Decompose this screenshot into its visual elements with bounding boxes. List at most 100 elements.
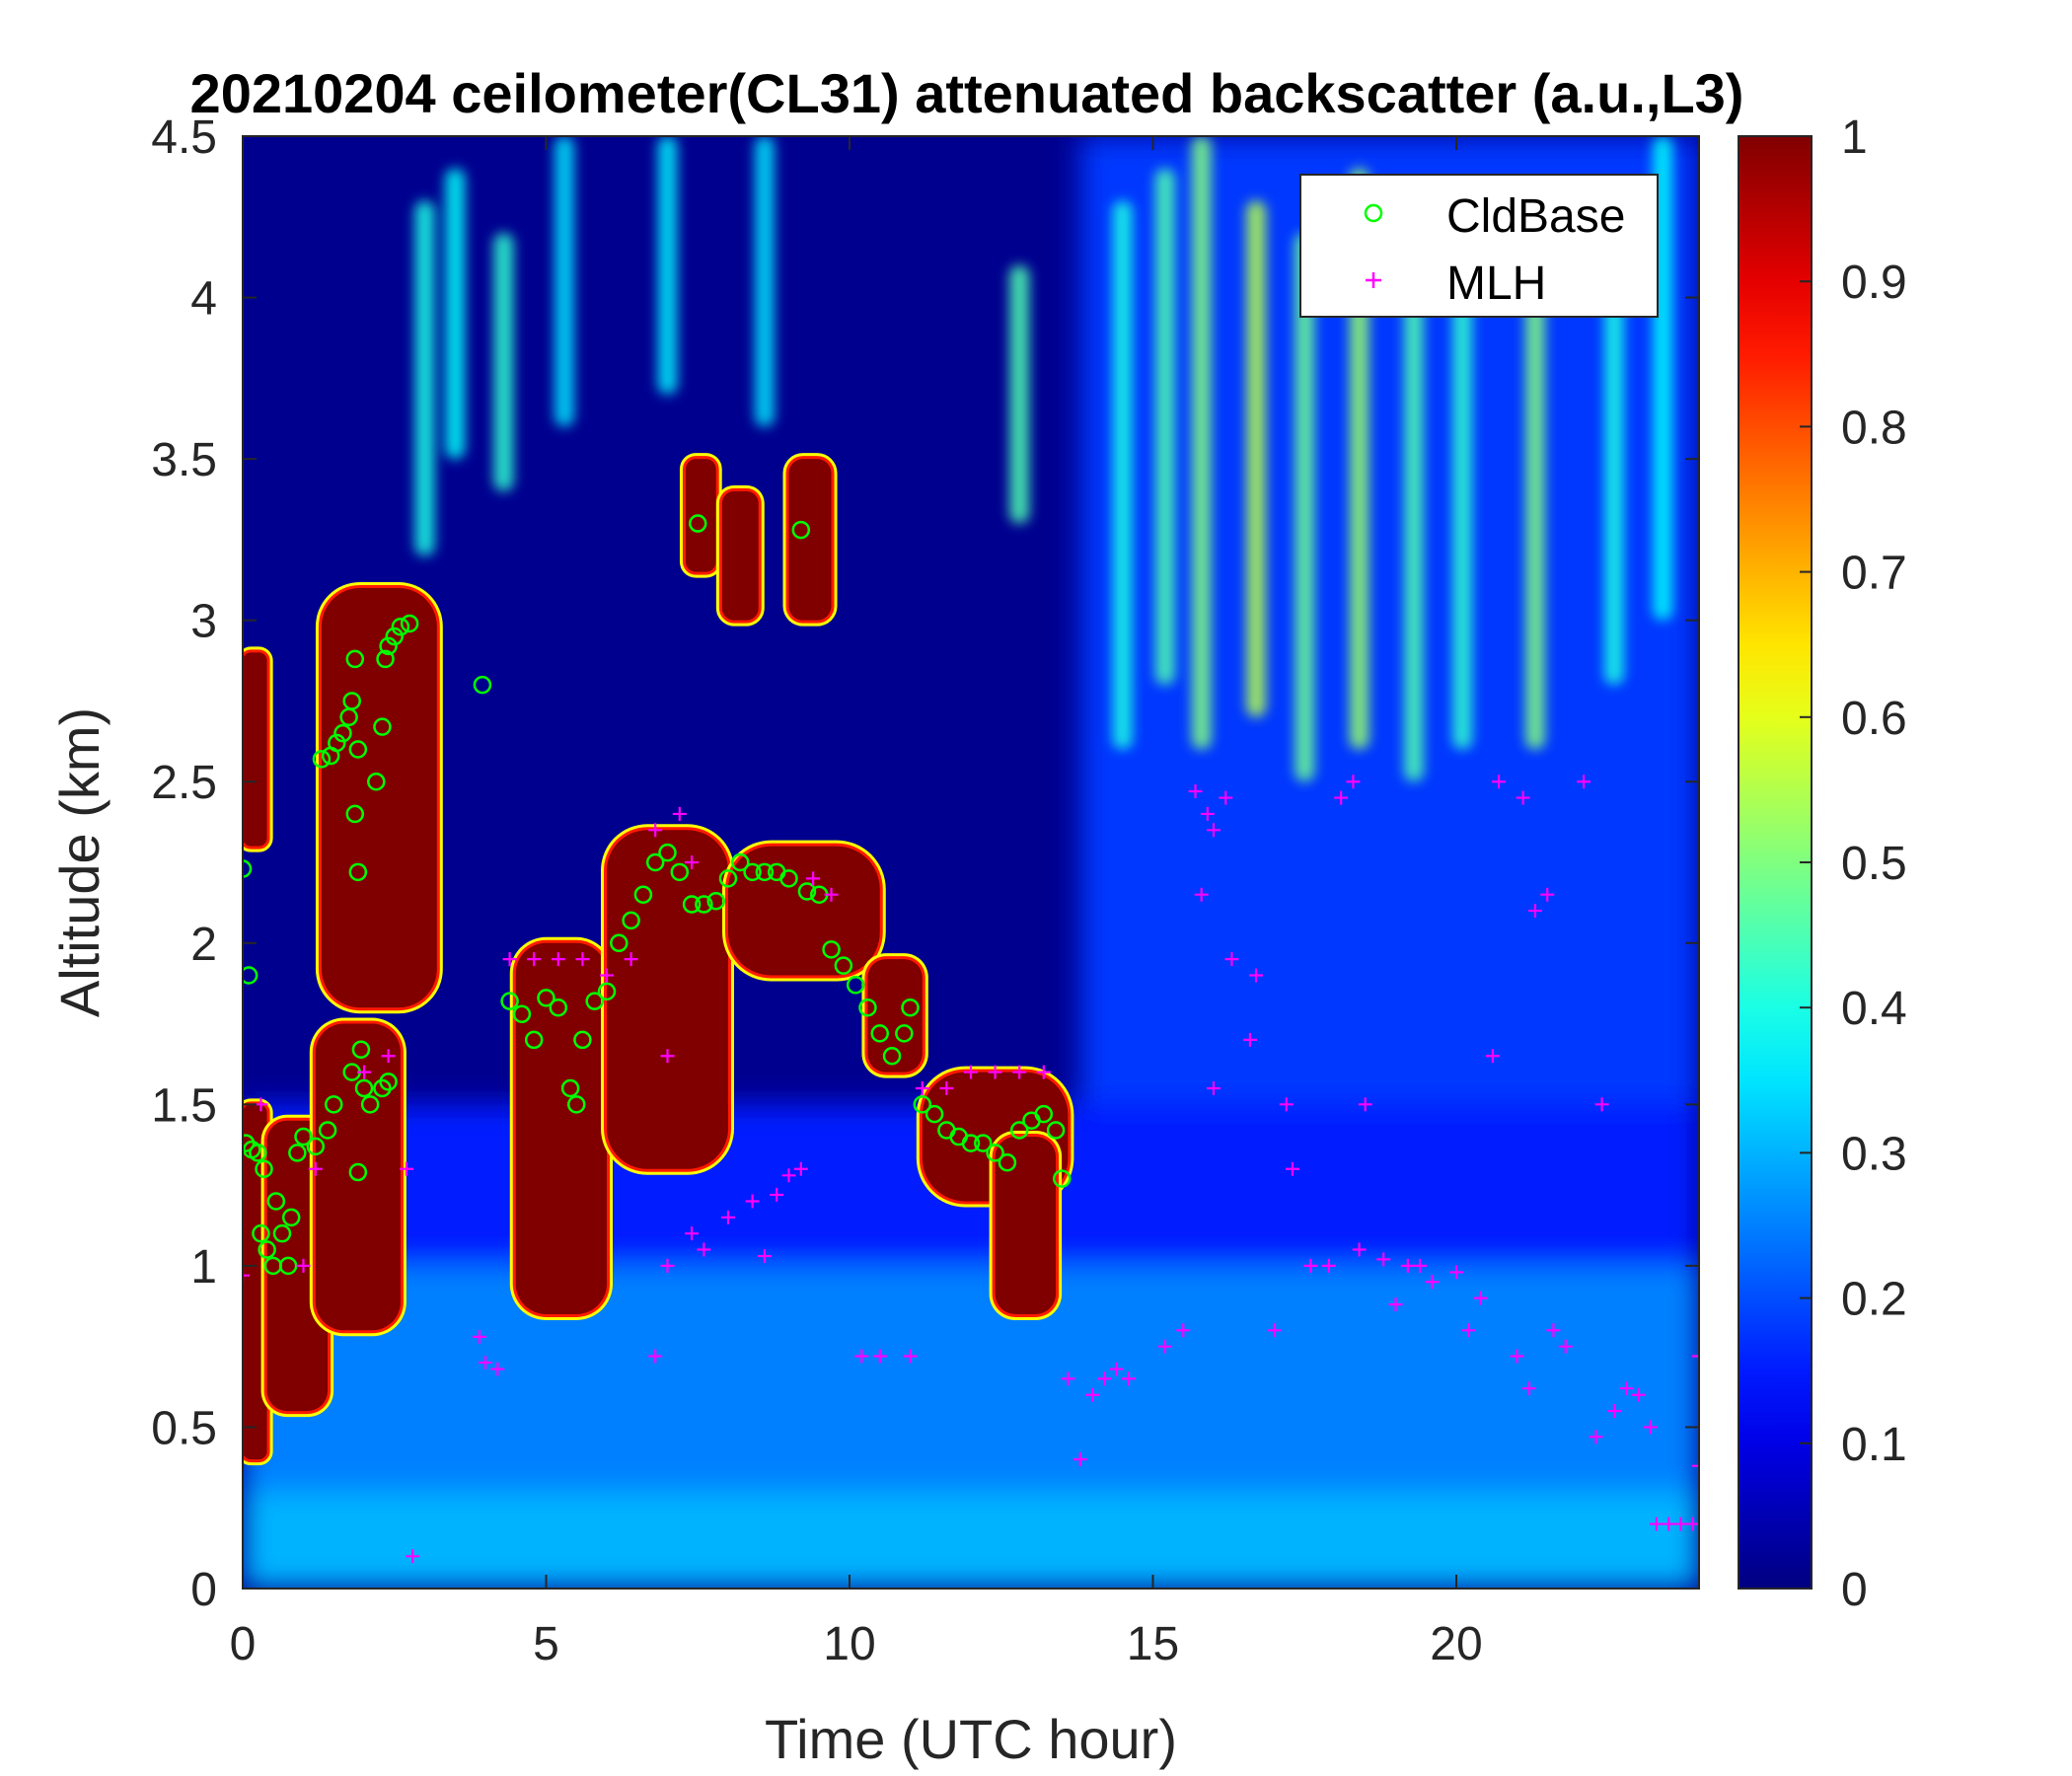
cldbase-point bbox=[1053, 1169, 1072, 1188]
cldbase-point bbox=[537, 989, 555, 1007]
mlh-point bbox=[400, 1161, 414, 1176]
aerosol-streak bbox=[493, 233, 514, 491]
mlh-point bbox=[1061, 1371, 1075, 1386]
cldbase-point bbox=[524, 1030, 544, 1050]
colorbar-tick-label: 1 bbox=[1841, 111, 1868, 164]
cldbase-point bbox=[834, 956, 853, 975]
x-tick-label: 15 bbox=[1127, 1618, 1179, 1670]
mlh-point bbox=[1546, 1323, 1561, 1338]
mlh-point bbox=[1589, 1430, 1603, 1444]
mlh-point bbox=[660, 1258, 675, 1273]
cldbase-point bbox=[345, 649, 365, 669]
cldbase-point bbox=[610, 933, 629, 953]
cloud-core bbox=[515, 942, 607, 1314]
mlh-point bbox=[964, 1065, 978, 1079]
cldbase-point bbox=[281, 1208, 301, 1227]
cldbase-point bbox=[567, 1095, 586, 1114]
cldbase-point bbox=[1034, 1104, 1054, 1124]
mlh-point bbox=[939, 1080, 954, 1095]
mlh-point bbox=[1606, 1404, 1621, 1419]
mlh-point bbox=[243, 1268, 250, 1283]
chart-title: 20210204 ceilometer(CL31) attenuated bac… bbox=[190, 62, 1744, 124]
mlh-point bbox=[685, 1226, 700, 1241]
mlh-point bbox=[824, 887, 839, 902]
y-tick-label: 0 bbox=[190, 1564, 217, 1616]
x-axis: 0 5 10 15 20 bbox=[230, 136, 1483, 1670]
mlh-point bbox=[648, 823, 663, 838]
legend-box bbox=[1299, 174, 1659, 318]
cldbase-point bbox=[473, 675, 492, 695]
mlh-point bbox=[1485, 1049, 1500, 1064]
mlh-point bbox=[1219, 790, 1233, 805]
cloud-core bbox=[995, 1137, 1057, 1314]
mlh-point bbox=[1194, 887, 1209, 902]
cldbase-point bbox=[266, 1192, 286, 1211]
cldbase-point bbox=[755, 862, 775, 882]
mlh-point bbox=[1376, 1252, 1391, 1267]
legend-cldbase-label: CldBase bbox=[1446, 190, 1625, 243]
cldbase-series bbox=[243, 514, 1072, 1276]
cldbase-point bbox=[306, 1137, 326, 1156]
legend: CldBase MLH bbox=[1299, 174, 1659, 318]
cldbase-point bbox=[318, 1121, 337, 1140]
mlh-point bbox=[1692, 1458, 1699, 1473]
cldbase-point bbox=[348, 1162, 368, 1182]
cldbase-point bbox=[243, 966, 259, 985]
y-tick-label: 3.5 bbox=[151, 434, 217, 486]
cldbase-point bbox=[797, 882, 817, 901]
mlh-point bbox=[406, 1549, 420, 1564]
mlh-point bbox=[672, 806, 687, 821]
mlh-point bbox=[1224, 952, 1239, 967]
mlh-point bbox=[1036, 1065, 1051, 1079]
cldbase-point bbox=[249, 1144, 267, 1162]
mlh-point bbox=[490, 1362, 505, 1376]
aerosol-streak bbox=[657, 136, 678, 395]
cldbase-point bbox=[913, 1095, 932, 1114]
y-tick-label: 2 bbox=[190, 919, 217, 971]
cldbase-point bbox=[743, 862, 762, 882]
cloud-layer bbox=[243, 453, 1074, 1466]
cldbase-point bbox=[706, 892, 725, 911]
mlh-point bbox=[660, 1049, 675, 1064]
colorbar-tick-label: 0 bbox=[1841, 1564, 1868, 1616]
mlh-point bbox=[1516, 790, 1530, 805]
legend-cldbase-marker bbox=[1364, 203, 1383, 223]
aerosol-streak bbox=[1403, 264, 1424, 782]
colorbar-tick-label: 0.7 bbox=[1841, 548, 1907, 600]
cldbase-point bbox=[391, 617, 410, 636]
cldbase-point bbox=[779, 869, 798, 888]
mlh-point bbox=[1400, 1258, 1415, 1273]
cldbase-point bbox=[333, 723, 352, 743]
cldbase-point bbox=[645, 852, 665, 872]
cloud-core bbox=[321, 587, 437, 1008]
mlh-point bbox=[551, 952, 565, 967]
mlh-point bbox=[1073, 1452, 1087, 1467]
mlh-point bbox=[1346, 775, 1361, 789]
plot-frame bbox=[242, 135, 1700, 1590]
mlh-point bbox=[1510, 1349, 1524, 1364]
cldbase-point bbox=[901, 998, 920, 1017]
cldbase-point bbox=[342, 692, 361, 710]
cldbase-point bbox=[512, 1004, 532, 1023]
mlh-point bbox=[1249, 968, 1264, 983]
mlh-point bbox=[1527, 904, 1542, 919]
cldbase-point bbox=[974, 1134, 993, 1152]
mlh-point bbox=[1157, 1339, 1172, 1354]
aerosol-streak bbox=[1603, 200, 1624, 686]
mlh-point bbox=[1649, 1517, 1664, 1531]
colorbar-tick-label: 0.6 bbox=[1841, 693, 1907, 745]
colorbar-tick-label: 0.3 bbox=[1841, 1128, 1907, 1180]
cldbase-point bbox=[822, 940, 841, 959]
cldbase-point bbox=[846, 976, 865, 995]
cldbase-point bbox=[294, 1127, 313, 1147]
cldbase-point bbox=[351, 1040, 371, 1059]
mlh-point bbox=[1303, 1258, 1318, 1273]
mlh-point bbox=[1012, 1065, 1027, 1079]
aerosol-streak bbox=[1524, 297, 1545, 750]
cldbase-point bbox=[895, 1024, 914, 1043]
cldbase-point bbox=[858, 998, 877, 1017]
cldbase-point bbox=[573, 1030, 592, 1050]
cldbase-point bbox=[961, 1134, 981, 1152]
cldbase-point bbox=[348, 862, 368, 882]
y-tick-label: 3 bbox=[190, 596, 217, 648]
